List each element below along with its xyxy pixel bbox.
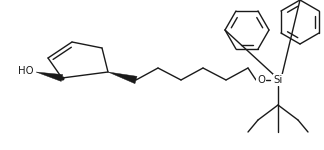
Polygon shape: [108, 72, 137, 84]
Polygon shape: [36, 72, 63, 81]
Text: HO: HO: [18, 66, 34, 76]
Text: O: O: [257, 75, 265, 85]
Text: Si: Si: [273, 75, 283, 85]
